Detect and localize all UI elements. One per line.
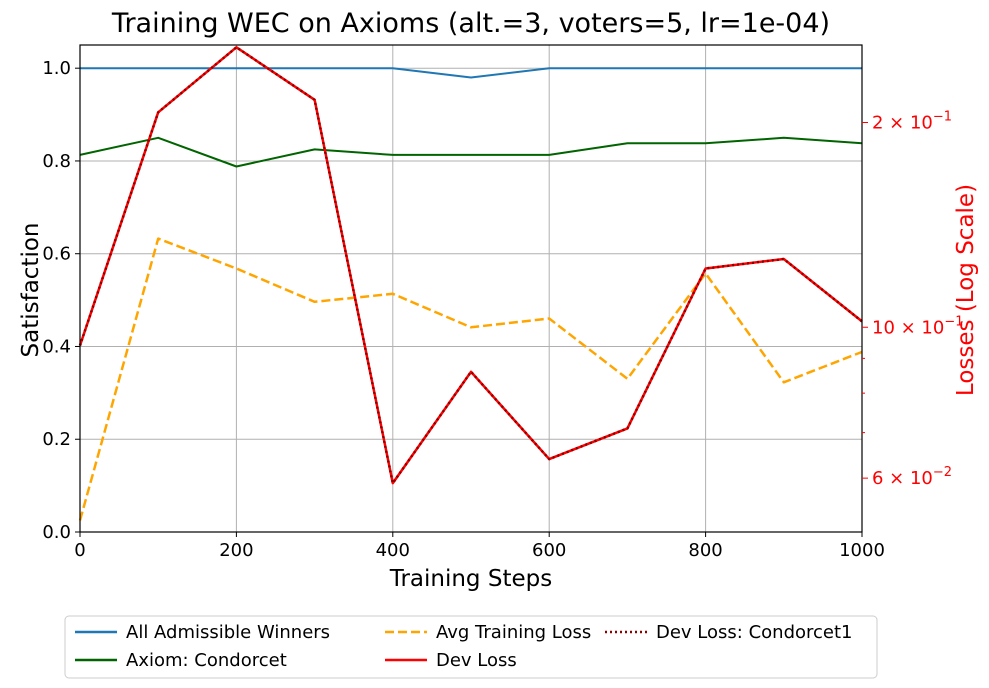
y-left-tick-label: 0.2 [42, 429, 71, 450]
y-left-tick-label: 0.8 [42, 151, 71, 172]
series-lines [78, 46, 863, 521]
x-tick-label: 200 [219, 540, 253, 561]
y-left-axis-ticks: 0.0 0.2 0.4 0.6 0.8 1.0 [42, 58, 80, 543]
x-axis-label: Training Steps [389, 566, 552, 592]
x-tick-label: 800 [688, 540, 722, 561]
legend-label: Avg Training Loss [436, 622, 591, 643]
series-line-dev-loss [78, 46, 863, 485]
legend-box [64, 615, 878, 679]
x-tick-label: 400 [376, 540, 410, 561]
y-right-tick-label: 2 × 10−1 [872, 110, 952, 134]
grid-lines [79, 45, 863, 533]
x-tick-label: 0 [74, 540, 85, 561]
y-left-axis-label: Satisfaction [18, 223, 44, 358]
legend: All Admissible Winners Axiom: Condorcet Av… [64, 615, 878, 679]
x-tick-label: 600 [532, 540, 566, 561]
plot-frame [79, 44, 863, 533]
chart-title: Training WEC on Axioms (alt.=3, voters=5… [111, 8, 830, 39]
legend-label: Axiom: Condorcet [126, 650, 287, 671]
series-line-avg-training-loss [78, 237, 863, 521]
legend-label: Dev Loss: Condorcet1 [656, 622, 853, 643]
y-left-tick-label: 0.6 [42, 244, 71, 265]
y-left-tick-label: 1.0 [42, 58, 71, 79]
y-right-tick-label: 6 × 10−2 [872, 465, 952, 489]
legend-label: Dev Loss [436, 650, 517, 671]
y-right-axis-ticks: 2 × 10−1 10 × 10−1 6 × 10−2 [862, 110, 964, 489]
y-left-tick-label: 0.4 [42, 336, 71, 357]
y-right-tick-label: 10 × 10−1 [872, 314, 964, 338]
x-axis-ticks: 0 200 400 600 800 1000 [74, 532, 885, 561]
series-line-axiom-condorcet [79, 136, 863, 168]
y-left-tick-label: 0.0 [42, 522, 71, 543]
x-tick-label: 1000 [839, 540, 885, 561]
legend-label: All Admissible Winners [126, 622, 330, 643]
y-right-axis-label: Losses (Log Scale) [953, 184, 979, 396]
